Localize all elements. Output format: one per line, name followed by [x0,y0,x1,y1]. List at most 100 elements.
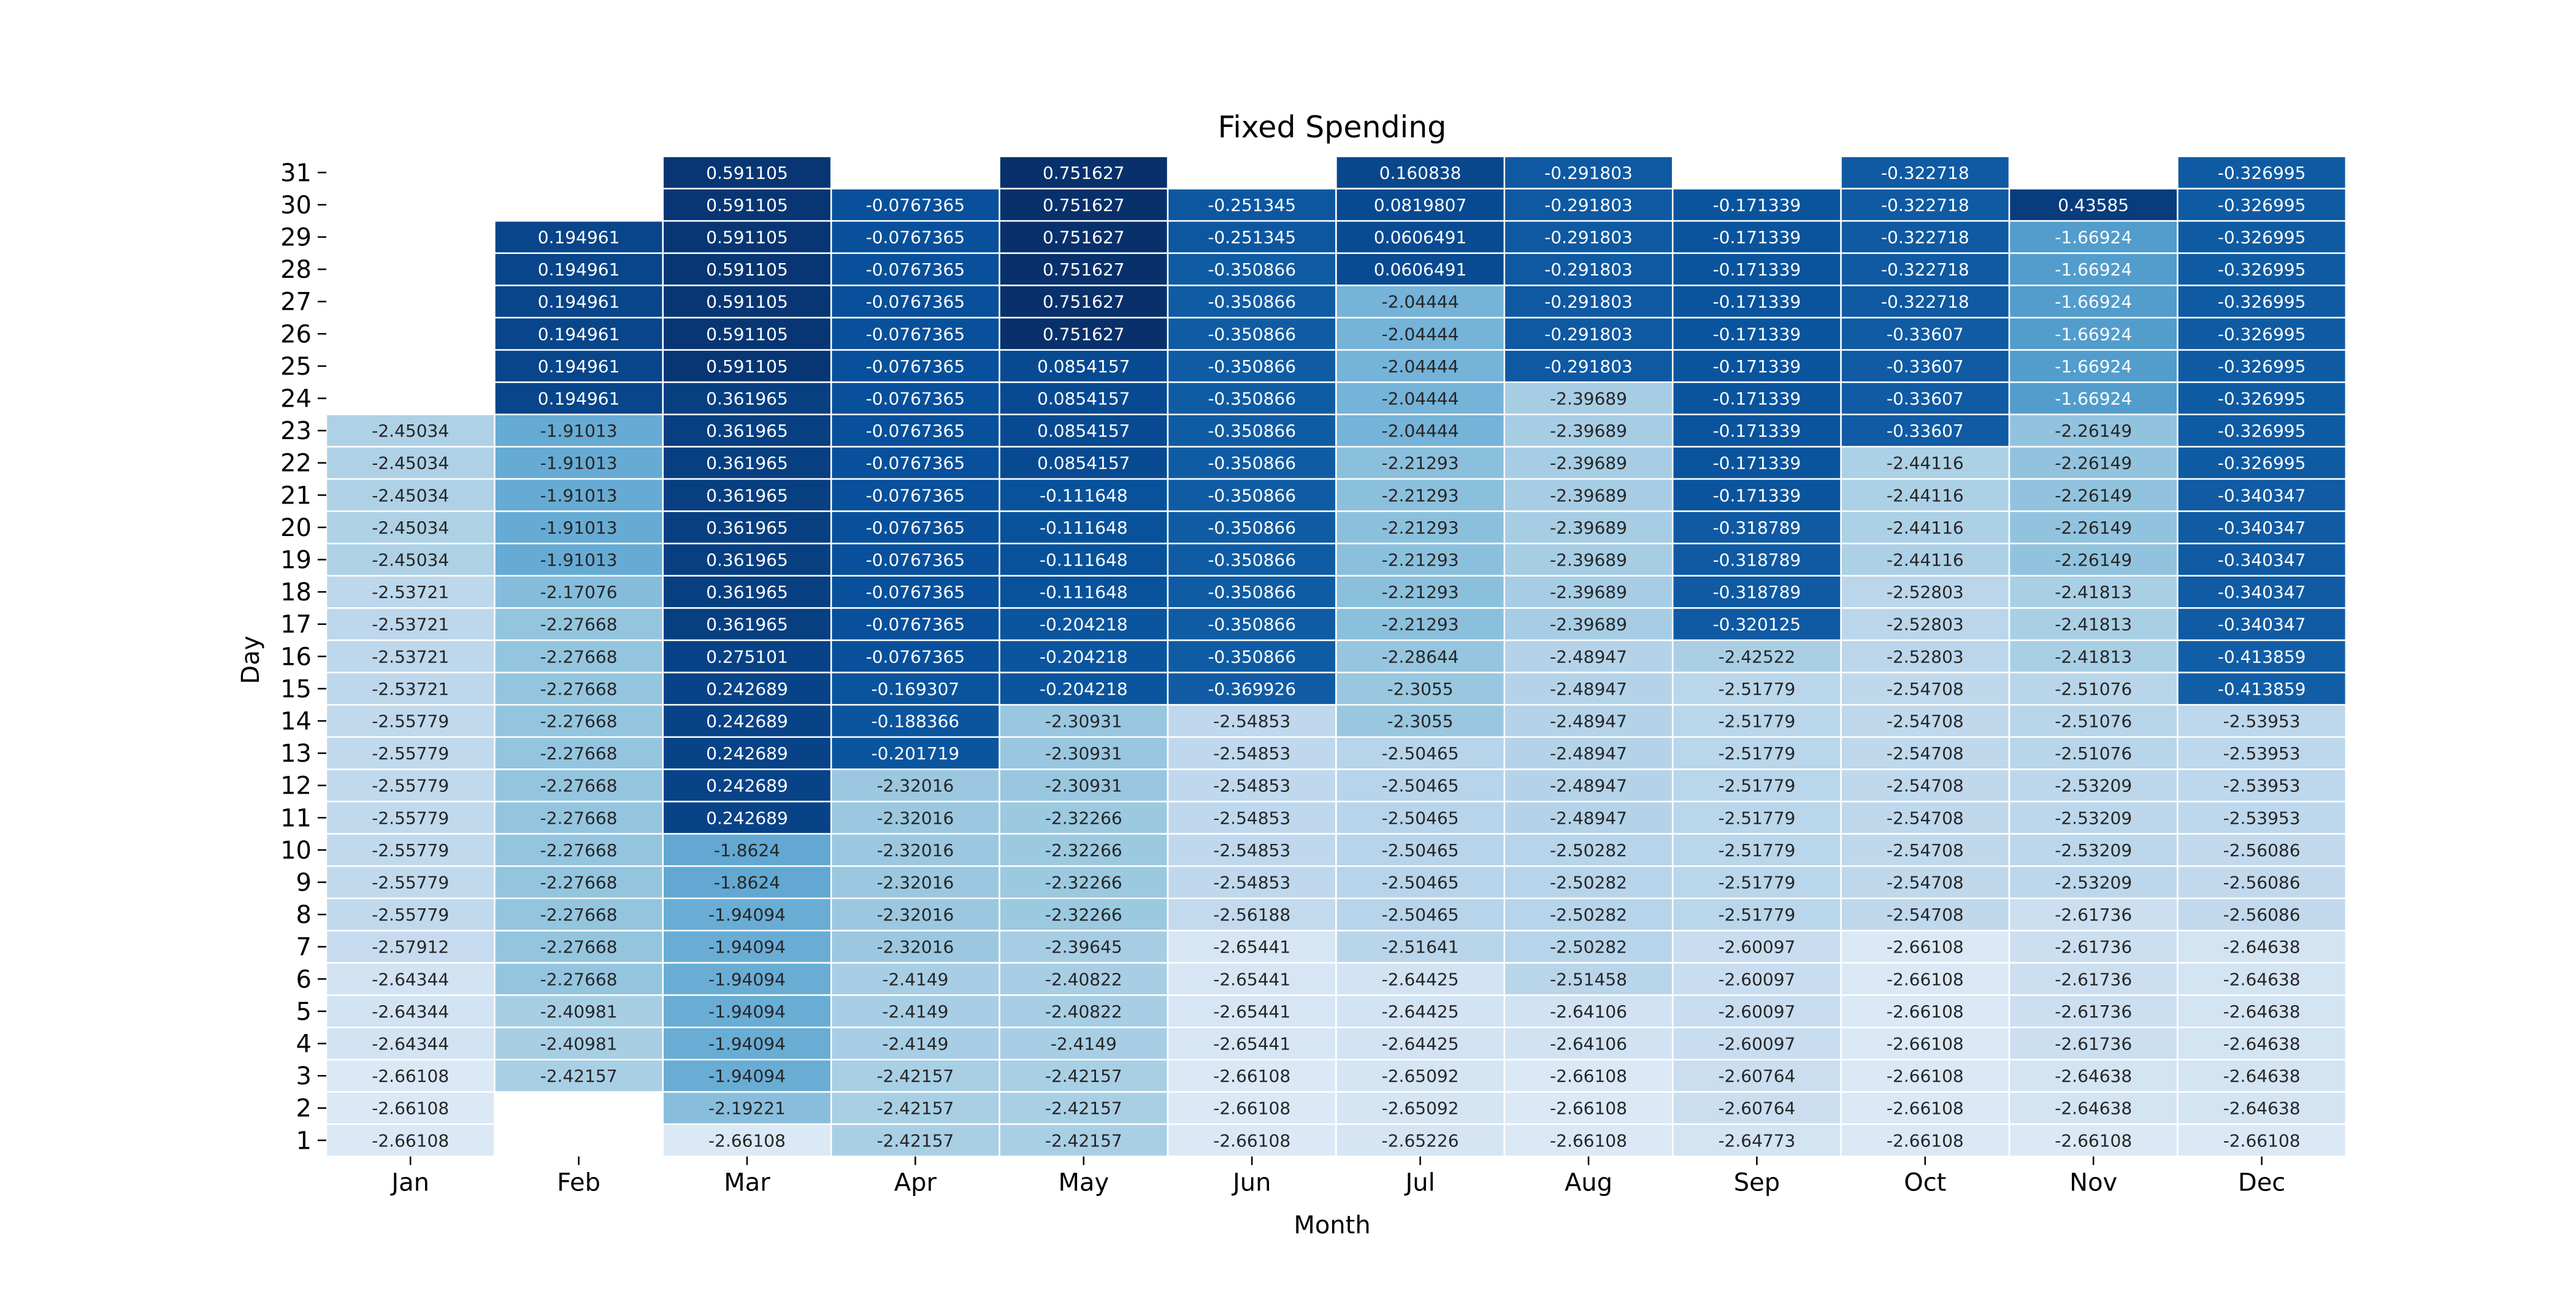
cell-value-label: -2.52803 [1887,582,1964,602]
y-tick-label: 11 [280,804,312,832]
cell-value-label: -1.94094 [708,1002,786,1022]
heatmap-cell [2008,1091,2179,1125]
heatmap-cell [2177,285,2347,319]
heatmap-cell [1840,865,2011,900]
heatmap-cell [1503,865,1674,900]
cell-value-label: -2.64344 [372,969,449,989]
cell-value-label: -2.66108 [372,1066,449,1086]
heatmap-cell [2177,155,2347,190]
cell-value-label: -0.0767365 [866,259,965,280]
cell-value-label: -2.44116 [1887,518,1964,538]
y-tick-label: 3 [296,1062,312,1090]
cell-value-label: 0.0854157 [1037,389,1130,409]
cell-value-label: -0.340347 [2218,550,2306,570]
heatmap-cell [2177,703,2347,738]
heatmap-cell [1840,349,2011,383]
cell-value-label: -2.56086 [2223,873,2301,893]
cell-value-label: 0.361965 [706,518,788,538]
heatmap-cell [1503,1091,1674,1125]
cell-value-label: -2.54708 [1887,873,1964,893]
cell-value-label: 0.591105 [706,292,788,312]
cell-value-label: 0.591105 [706,195,788,215]
cell-value-label: 0.751627 [1043,324,1125,344]
heatmap-cell [2008,349,2179,383]
heatmap-cell [1671,285,1842,319]
cell-value-label: -2.65441 [1213,1002,1290,1022]
cell-value-label: 0.591105 [706,259,788,280]
cell-value-label: -2.60097 [1718,937,1795,957]
heatmap-cell [2177,542,2347,577]
cell-value-label: -2.51458 [1550,969,1627,989]
chart-title: Fixed Spending [1218,110,1447,145]
cell-value-label: 0.751627 [1043,163,1125,183]
cell-value-label: -0.171339 [1713,485,1801,505]
y-tick-label: 4 [296,1030,312,1059]
cell-value-label: -2.64344 [372,1002,449,1022]
heatmap-cell [2177,736,2347,770]
cell-value-label: -0.33607 [1887,324,1964,344]
heatmap-cell [1503,220,1674,255]
cell-value-label: -2.55779 [372,711,449,732]
heatmap-cell [662,1091,832,1125]
cell-value-label: -0.350866 [1208,518,1296,538]
heatmap-cell [1167,381,1337,416]
heatmap-cell [1167,607,1337,642]
x-tick-label: Aug [1565,1169,1612,1197]
heatmap-cell [2008,510,2179,545]
cell-value-label: -2.66108 [2223,1130,2301,1151]
heatmap-cell [830,478,1000,512]
cell-value-label: -0.326995 [2218,453,2306,473]
heatmap-cell [1167,800,1337,835]
cell-value-label: -0.0767365 [866,292,965,312]
cell-value-label: -2.53953 [2223,776,2301,796]
cell-value-label: -2.21293 [1382,550,1459,570]
heatmap-cells [325,155,2347,1157]
cell-value-label: -2.50282 [1550,873,1627,893]
cell-value-label: -0.326995 [2218,292,2306,312]
heatmap-cell [1840,962,2011,996]
cell-value-label: -2.30931 [1045,743,1122,764]
cell-value-label: -0.322718 [1881,259,1969,280]
cell-value-label: -1.94094 [708,969,786,989]
heatmap-cell [1503,575,1674,609]
cell-value-label: -2.55779 [372,840,449,860]
y-tick-label: 2 [296,1095,312,1123]
cell-value-label: -0.340347 [2218,485,2306,505]
cell-value-label: -2.4149 [1051,1034,1117,1054]
x-tick-label: Apr [894,1169,937,1197]
heatmap-cell [2008,285,2179,319]
cell-value-label: -2.52803 [1887,646,1964,667]
cell-value-label: -2.66108 [1887,969,1964,989]
cell-value-label: -2.66108 [1887,1034,1964,1054]
cell-value-label: -2.54708 [1887,711,1964,732]
cell-value-label: -2.32266 [1045,840,1122,860]
heatmap-cell [1671,510,1842,545]
cell-value-label: -2.54708 [1887,808,1964,828]
heatmap-cell [494,446,664,480]
cell-value-label: -2.56188 [1213,905,1290,925]
y-tick-label: 29 [280,224,312,252]
heatmap-cell [999,285,1169,319]
cell-value-label: -2.30931 [1045,776,1122,796]
cell-value-label: 0.0606491 [1374,259,1466,280]
cell-value-label: -1.66924 [2055,389,2132,409]
cell-value-label: -2.54708 [1887,905,1964,925]
heatmap-cell [2177,865,2347,900]
cell-value-label: -2.53953 [2223,808,2301,828]
cell-value-label: -2.26149 [2055,550,2132,570]
cell-value-label: -2.21293 [1382,453,1459,473]
heatmap-cell [999,736,1169,770]
heatmap-cell [830,672,1000,706]
heatmap-cell [662,703,832,738]
cell-value-label: -2.48947 [1550,711,1627,732]
cell-value-label: -0.326995 [2218,259,2306,280]
heatmap-cell [662,252,832,286]
cell-value-label: -2.32016 [876,937,954,957]
y-tick-label: 10 [280,837,312,865]
heatmap-cell [494,865,664,900]
cell-value-label: -2.26149 [2055,453,2132,473]
cell-value-label: 0.242689 [706,743,788,764]
cell-value-label: -2.53721 [372,615,449,635]
x-tick-label: Jul [1403,1169,1435,1197]
heatmap-cell [325,994,496,1029]
